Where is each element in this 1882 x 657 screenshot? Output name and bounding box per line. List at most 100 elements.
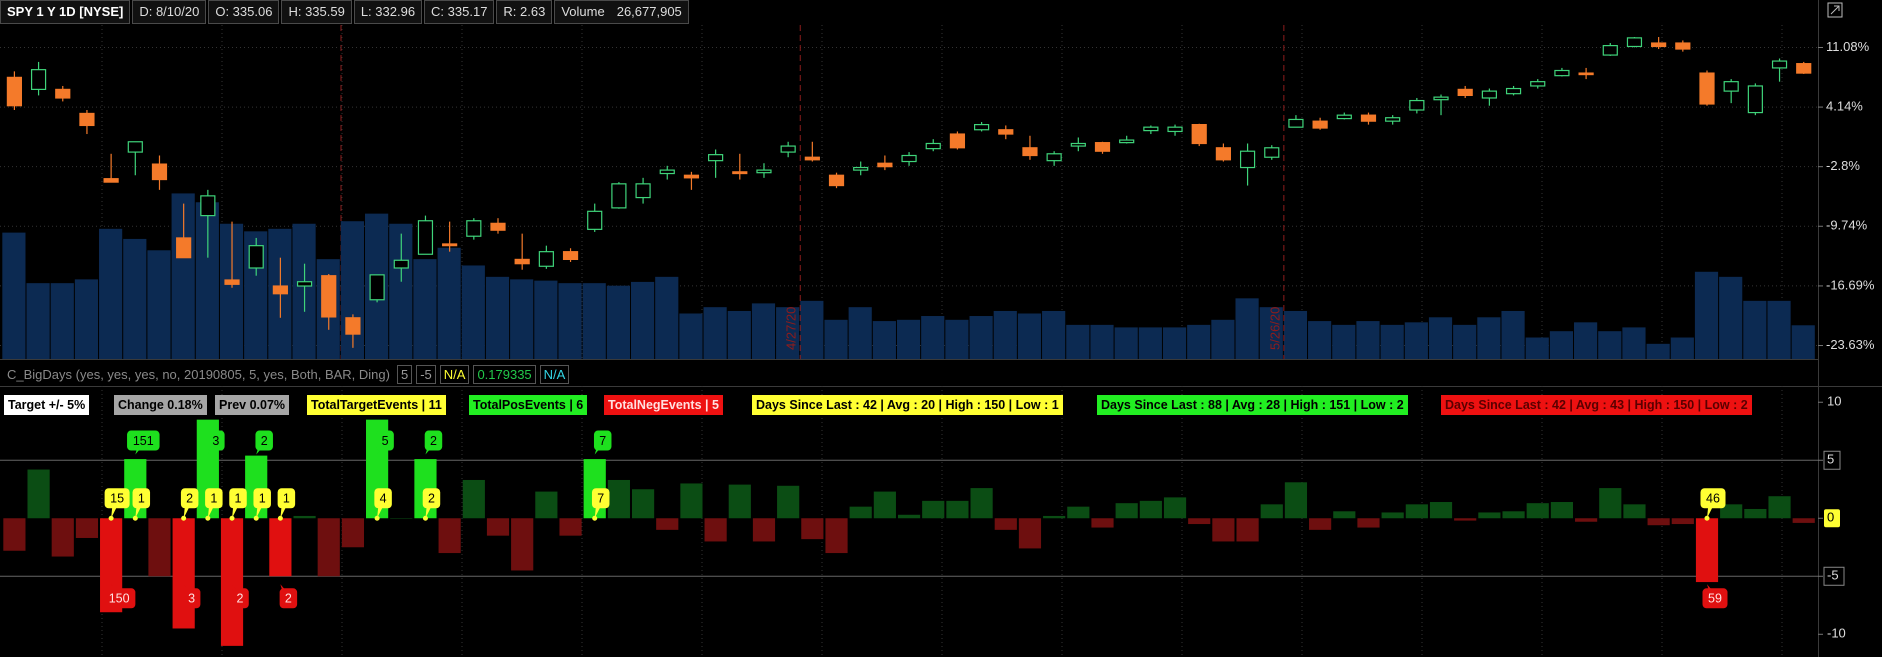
candle-body bbox=[1771, 60, 1788, 69]
study-label: TotalPosEvents | 6 bbox=[469, 395, 588, 415]
candle-body bbox=[151, 163, 168, 181]
volume-bar bbox=[1187, 324, 1211, 359]
quote-field: R: 2.63 bbox=[496, 0, 553, 24]
volume-bar bbox=[461, 265, 485, 359]
volume-bar bbox=[1308, 321, 1332, 359]
histogram-bar bbox=[1188, 518, 1211, 525]
volume-bar bbox=[1042, 310, 1066, 359]
histogram-bar bbox=[1623, 504, 1646, 519]
volume-bar bbox=[727, 310, 751, 359]
candle-body bbox=[949, 133, 966, 149]
volume-bar bbox=[1622, 327, 1646, 359]
bubble-text: 2 bbox=[285, 592, 292, 606]
label-bubble bbox=[255, 430, 273, 451]
histogram-bar bbox=[1502, 511, 1525, 519]
volume-bar bbox=[1356, 321, 1380, 359]
histogram-bar bbox=[873, 491, 896, 519]
candle-body bbox=[442, 243, 458, 247]
histogram-bar bbox=[777, 485, 800, 519]
candle-body bbox=[756, 169, 772, 174]
volume-bar bbox=[945, 319, 969, 359]
candle-body bbox=[369, 274, 385, 301]
candle-body bbox=[1578, 72, 1594, 76]
bubble-text: 2 bbox=[237, 592, 244, 606]
candle-body bbox=[1651, 42, 1667, 48]
bubble-text: 3 bbox=[188, 592, 195, 606]
volume-bar bbox=[1090, 324, 1114, 359]
histogram-bar bbox=[269, 518, 292, 577]
study-label: Days Since Last : 42 | Avg : 20 | High :… bbox=[752, 395, 1063, 415]
histogram-bar bbox=[1381, 512, 1404, 519]
volume-bar bbox=[679, 313, 703, 359]
label-bubble bbox=[422, 488, 441, 509]
histogram-bar bbox=[1091, 518, 1114, 528]
volume-bar bbox=[969, 316, 993, 359]
histogram-bar bbox=[1695, 518, 1719, 583]
candle-body bbox=[925, 142, 941, 150]
study-header: C_BigDays (yes, yes, yes, no, 20190805, … bbox=[4, 364, 573, 384]
volume-bar bbox=[2, 232, 26, 359]
candle-body bbox=[1675, 42, 1691, 50]
volume-bar bbox=[1428, 317, 1453, 359]
candle-body bbox=[514, 258, 530, 265]
period-label: 4/27/20 bbox=[784, 307, 799, 350]
study-label: Prev 0.07% bbox=[215, 395, 290, 415]
histogram-bar bbox=[1647, 518, 1670, 526]
volume-bar bbox=[606, 285, 630, 359]
candle-body bbox=[804, 156, 820, 161]
bubble-text: 7 bbox=[597, 492, 604, 506]
histogram-bar bbox=[1115, 503, 1138, 519]
histogram-bar bbox=[245, 455, 268, 519]
volume-bar bbox=[1211, 319, 1235, 359]
volume-bar bbox=[26, 283, 50, 359]
candle-body bbox=[248, 245, 264, 269]
study-value: 5 bbox=[396, 364, 413, 384]
histogram-bar bbox=[3, 518, 26, 551]
volume-bar bbox=[1114, 327, 1138, 359]
quote-field: O: 335.06 bbox=[208, 0, 280, 24]
label-bubble bbox=[127, 430, 160, 451]
histogram-bar bbox=[1599, 488, 1622, 519]
histogram-bar bbox=[825, 518, 848, 554]
label-bubble bbox=[1702, 588, 1728, 609]
histogram-bar bbox=[849, 506, 872, 519]
histogram-bar bbox=[27, 469, 50, 519]
volume-bar bbox=[1259, 307, 1283, 359]
candle-body bbox=[1433, 96, 1449, 101]
y-tick-label: 4.14% bbox=[1826, 99, 1863, 114]
histogram-bar bbox=[704, 518, 727, 542]
histogram-bar bbox=[1744, 508, 1767, 519]
histogram-bar bbox=[994, 518, 1017, 530]
candle-body bbox=[1094, 142, 1111, 152]
candle-body bbox=[1699, 72, 1715, 105]
bubble-text: 151 bbox=[133, 434, 154, 448]
volume-bar bbox=[1162, 327, 1187, 359]
quote-field: L: 332.96 bbox=[353, 0, 423, 24]
study-value: 0.179335 bbox=[473, 364, 536, 384]
volume-bar bbox=[1791, 325, 1815, 359]
histogram-bar bbox=[656, 518, 679, 530]
volume-bar bbox=[219, 223, 244, 359]
bubble-text: 150 bbox=[109, 592, 130, 606]
histogram-bar bbox=[631, 489, 655, 519]
candle-body bbox=[780, 145, 796, 153]
candle-body bbox=[635, 183, 651, 199]
window-icon bbox=[1827, 2, 1843, 18]
label-bubble bbox=[104, 488, 130, 509]
histogram-bar bbox=[1357, 518, 1380, 528]
candle-body bbox=[538, 251, 554, 267]
label-bubble bbox=[591, 488, 610, 509]
candle-body bbox=[224, 279, 240, 285]
candle-body bbox=[200, 195, 216, 217]
y-tick-label: -9.74% bbox=[1826, 218, 1868, 233]
histogram-bar bbox=[390, 518, 413, 519]
histogram-bar bbox=[1260, 504, 1283, 519]
candle-body bbox=[1167, 126, 1183, 133]
volume-bar bbox=[171, 193, 195, 359]
candle-body bbox=[1119, 139, 1135, 144]
volume-bar bbox=[413, 259, 437, 359]
volume-bar bbox=[655, 276, 679, 359]
volume-bar bbox=[582, 283, 606, 359]
volume-bar bbox=[872, 321, 896, 359]
